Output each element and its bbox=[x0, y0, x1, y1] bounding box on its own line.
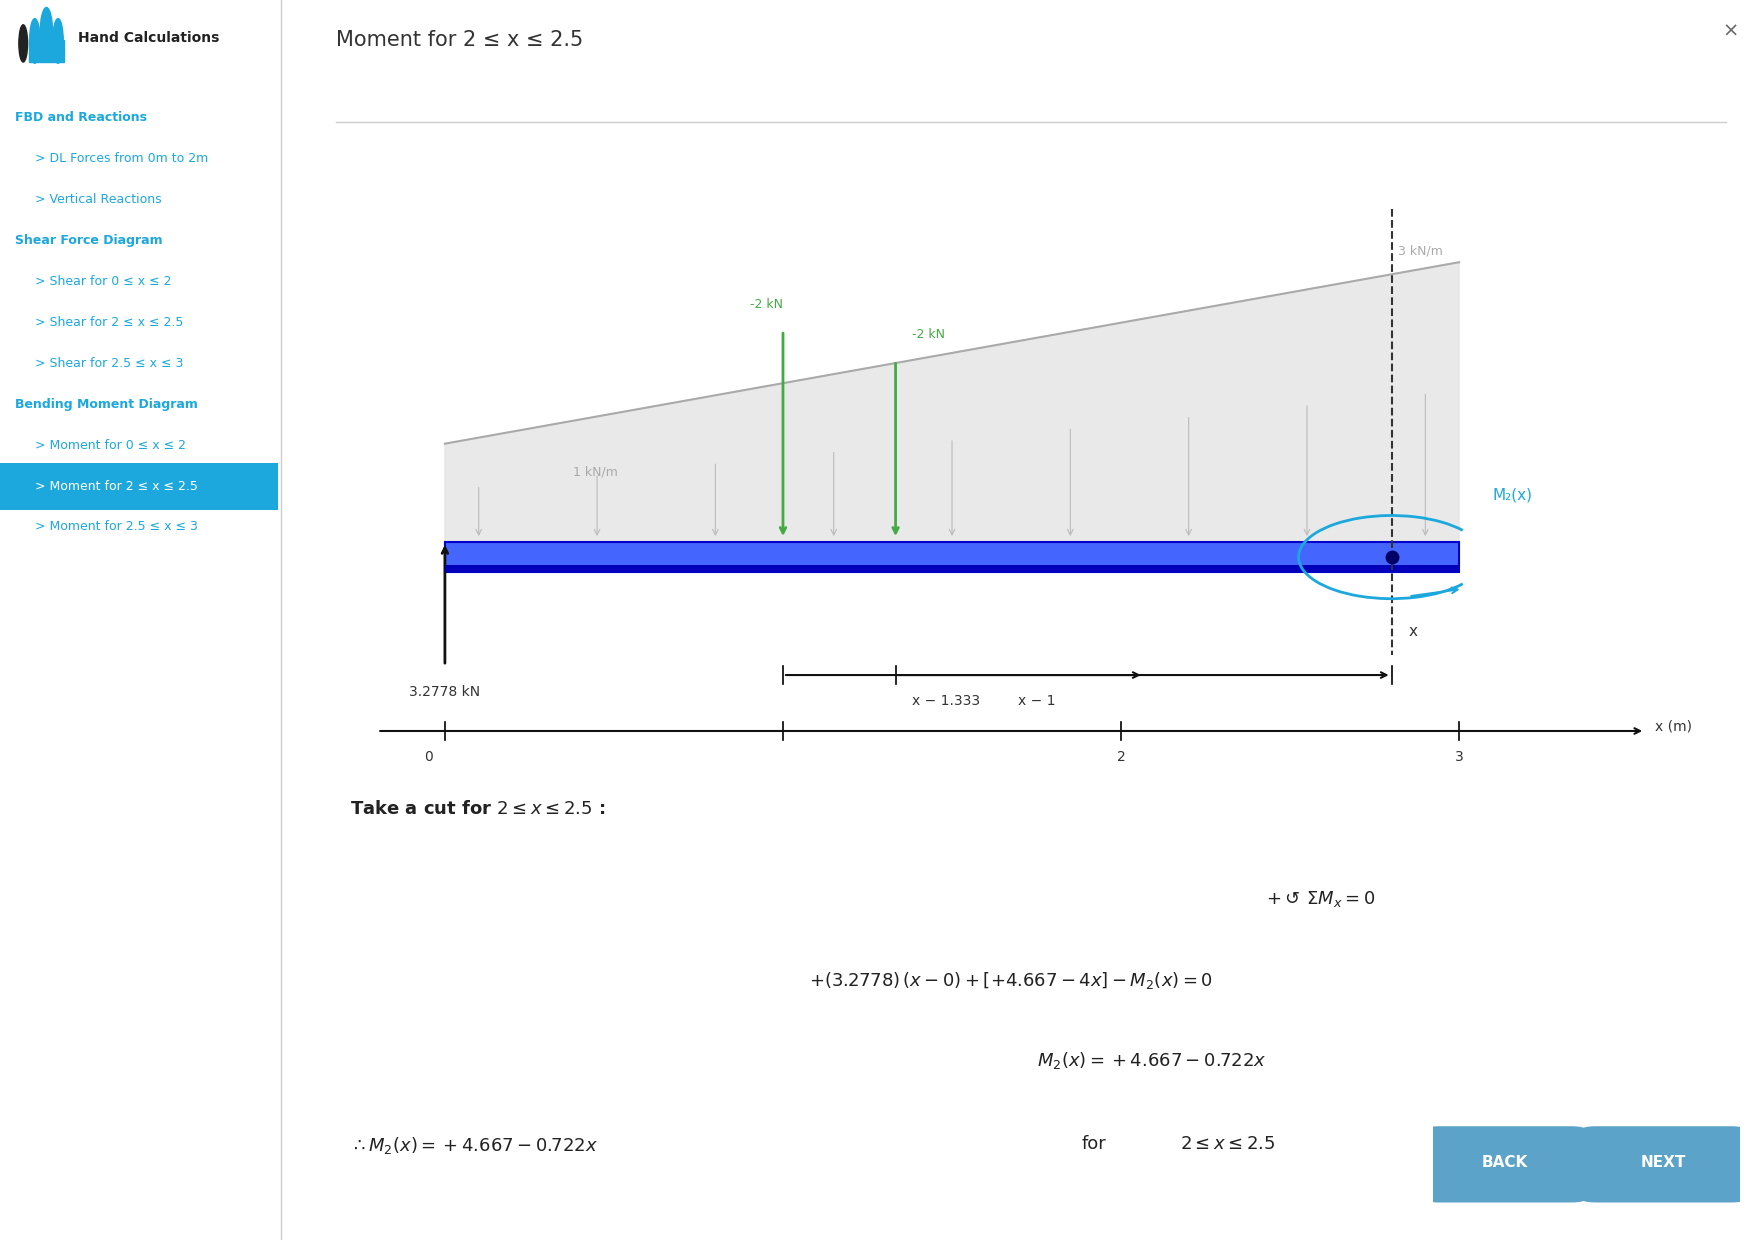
Text: -2 kN: -2 kN bbox=[912, 327, 945, 341]
Text: 3: 3 bbox=[1455, 750, 1462, 764]
Circle shape bbox=[40, 7, 53, 62]
Circle shape bbox=[19, 25, 28, 62]
Text: -2 kN: -2 kN bbox=[748, 298, 782, 310]
Circle shape bbox=[53, 19, 63, 63]
Text: > Moment for 2.5 ≤ x ≤ 3: > Moment for 2.5 ≤ x ≤ 3 bbox=[35, 521, 197, 533]
Text: NEXT: NEXT bbox=[1639, 1154, 1685, 1171]
Text: BACK: BACK bbox=[1481, 1154, 1527, 1171]
Text: Moment for 2 ≤ x ≤ 2.5: Moment for 2 ≤ x ≤ 2.5 bbox=[336, 30, 583, 50]
Text: 3.2778 kN: 3.2778 kN bbox=[409, 686, 480, 699]
Text: x: x bbox=[1407, 624, 1416, 639]
Text: x (m): x (m) bbox=[1655, 720, 1692, 734]
Text: 1 kN/m: 1 kN/m bbox=[573, 465, 618, 479]
Text: ×: × bbox=[1722, 21, 1738, 41]
Text: x − 1.333: x − 1.333 bbox=[912, 694, 980, 708]
Text: for: for bbox=[1081, 1135, 1105, 1153]
Text: x − 1: x − 1 bbox=[1017, 694, 1054, 708]
Text: > Moment for 0 ≤ x ≤ 2: > Moment for 0 ≤ x ≤ 2 bbox=[35, 439, 186, 451]
Text: > Shear for 0 ≤ x ≤ 2: > Shear for 0 ≤ x ≤ 2 bbox=[35, 275, 170, 288]
Text: > Shear for 2.5 ≤ x ≤ 3: > Shear for 2.5 ≤ x ≤ 3 bbox=[35, 357, 183, 370]
Bar bbox=[445, 542, 1458, 572]
Bar bbox=[445, 565, 1458, 572]
Text: M₂(x): M₂(x) bbox=[1492, 487, 1532, 502]
Text: Shear Force Diagram: Shear Force Diagram bbox=[14, 234, 162, 247]
Text: $M_2(x) = +4.667 - 0.722x$: $M_2(x) = +4.667 - 0.722x$ bbox=[1037, 1050, 1265, 1071]
Text: > Shear for 2 ≤ x ≤ 2.5: > Shear for 2 ≤ x ≤ 2.5 bbox=[35, 316, 183, 329]
Text: > Moment for 2 ≤ x ≤ 2.5: > Moment for 2 ≤ x ≤ 2.5 bbox=[35, 480, 197, 492]
Text: Bending Moment Diagram: Bending Moment Diagram bbox=[14, 398, 197, 410]
Text: FBD and Reactions: FBD and Reactions bbox=[14, 112, 146, 124]
Polygon shape bbox=[445, 262, 1458, 542]
Text: $\therefore M_2(x) = +4.667 - 0.722x$: $\therefore M_2(x) = +4.667 - 0.722x$ bbox=[350, 1135, 597, 1156]
Text: $2 \leq x \leq 2.5$: $2 \leq x \leq 2.5$ bbox=[1179, 1135, 1274, 1153]
Text: > DL Forces from 0m to 2m: > DL Forces from 0m to 2m bbox=[35, 153, 207, 165]
FancyBboxPatch shape bbox=[0, 463, 278, 510]
FancyBboxPatch shape bbox=[1580, 1126, 1746, 1203]
Text: $+(3.2778)\,(x - 0) + [+4.667 - 4x] - M_2(x) = 0$: $+(3.2778)\,(x - 0) + [+4.667 - 4x] - M_… bbox=[808, 970, 1212, 991]
Circle shape bbox=[30, 19, 40, 63]
Bar bbox=[30, 40, 63, 62]
Text: $+\circlearrowleft \, \Sigma M_x = 0$: $+\circlearrowleft \, \Sigma M_x = 0$ bbox=[1265, 889, 1374, 909]
Text: 0: 0 bbox=[423, 750, 432, 764]
Text: 3 kN/m: 3 kN/m bbox=[1397, 244, 1442, 258]
Text: > Vertical Reactions: > Vertical Reactions bbox=[35, 193, 162, 206]
Text: 2: 2 bbox=[1116, 750, 1124, 764]
FancyBboxPatch shape bbox=[1423, 1126, 1585, 1203]
Text: Take a cut for $2 \leq x \leq 2.5$ :: Take a cut for $2 \leq x \leq 2.5$ : bbox=[350, 800, 604, 818]
Text: Hand Calculations: Hand Calculations bbox=[79, 31, 220, 45]
